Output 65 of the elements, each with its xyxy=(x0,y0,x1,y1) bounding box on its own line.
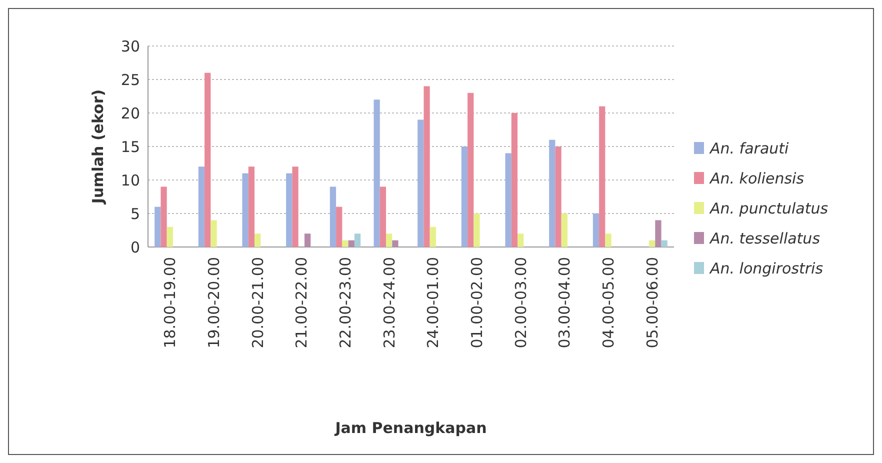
x-tick-label: 19.00-20.00 xyxy=(205,257,223,348)
bar xyxy=(555,146,562,247)
bar xyxy=(198,166,205,247)
bar xyxy=(461,146,468,247)
x-tick-label: 04.00-05.00 xyxy=(600,257,618,348)
bar xyxy=(330,186,336,247)
bar xyxy=(242,173,248,247)
bar xyxy=(561,214,568,247)
x-tick-label: 02.00-03.00 xyxy=(512,257,530,348)
y-tick-label: 10 xyxy=(120,171,140,190)
bar xyxy=(348,240,354,247)
y-tick-label: 5 xyxy=(130,204,140,223)
x-tick-label: 24.00-01.00 xyxy=(424,257,442,348)
bar xyxy=(336,206,342,247)
legend-label: An. farauti xyxy=(709,139,790,158)
bar xyxy=(254,234,261,247)
legend-label: An. tessellatus xyxy=(709,229,820,248)
legend-label: An. punctulatus xyxy=(709,199,828,218)
bar xyxy=(599,106,606,247)
bar xyxy=(592,214,600,247)
x-tick-label: 21.00-22.00 xyxy=(292,257,311,348)
y-tick-label: 30 xyxy=(120,37,140,56)
y-tick-label: 20 xyxy=(120,104,140,122)
y-tick-label: 15 xyxy=(120,138,140,156)
bar xyxy=(204,72,211,247)
x-tick-label: 22.00-23.00 xyxy=(336,257,354,348)
x-tick-label: 05.00-06.00 xyxy=(643,257,662,348)
bar xyxy=(649,240,656,247)
y-axis-title: Jumlah (ekor) xyxy=(89,89,107,205)
bar xyxy=(210,220,217,247)
x-tick-label: 03.00-04.00 xyxy=(556,257,574,348)
bar xyxy=(505,153,512,247)
x-axis-title: Jam Penangkapan xyxy=(334,419,487,437)
bar xyxy=(166,226,173,247)
bar xyxy=(468,92,474,247)
bar xyxy=(386,234,392,247)
bar xyxy=(605,234,612,247)
x-tick-label: 20.00-21.00 xyxy=(248,257,267,348)
bar xyxy=(286,173,292,247)
bar xyxy=(655,220,662,247)
bar xyxy=(549,140,556,247)
bar xyxy=(511,113,518,247)
y-tick-label: 0 xyxy=(130,238,140,256)
bar xyxy=(374,100,380,247)
bar xyxy=(474,214,480,247)
bar xyxy=(518,234,524,247)
bar xyxy=(380,186,386,247)
bar xyxy=(661,240,668,247)
y-tick-label: 25 xyxy=(120,70,140,89)
x-tick-label: 01.00-02.00 xyxy=(468,257,486,348)
bar xyxy=(392,240,398,247)
x-tick-label: 23.00-24.00 xyxy=(380,257,398,348)
bar xyxy=(430,226,436,247)
bar xyxy=(292,166,298,247)
legend-label: An. longirostris xyxy=(709,259,824,278)
bar xyxy=(248,166,255,247)
bar xyxy=(354,234,361,247)
bar xyxy=(424,86,430,247)
bar xyxy=(342,240,348,247)
bar xyxy=(154,206,161,247)
x-tick-label: 18.00-19.00 xyxy=(161,257,180,348)
legend-label: An. koliensis xyxy=(709,169,804,188)
bar xyxy=(160,186,167,247)
bar xyxy=(304,234,311,247)
bar xyxy=(418,120,424,247)
